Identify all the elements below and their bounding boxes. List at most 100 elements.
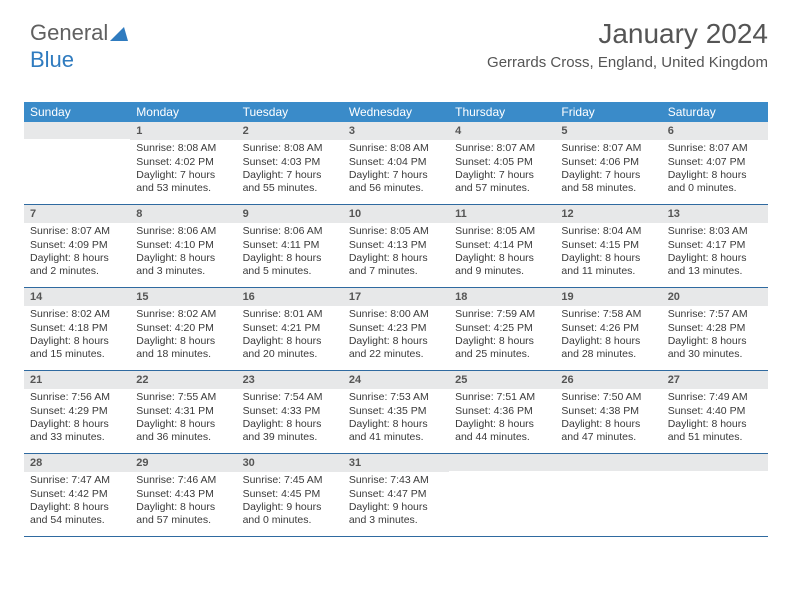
day-line-sr: Sunrise: 7:47 AM bbox=[30, 474, 124, 487]
day-body: Sunrise: 8:07 AMSunset: 4:07 PMDaylight:… bbox=[662, 140, 768, 202]
day-line-ss: Sunset: 4:15 PM bbox=[561, 239, 655, 252]
day-line-d1: Daylight: 8 hours bbox=[136, 418, 230, 431]
day-line-ss: Sunset: 4:38 PM bbox=[561, 405, 655, 418]
day-line-ss: Sunset: 4:28 PM bbox=[668, 322, 762, 335]
day-number: 3 bbox=[343, 122, 449, 140]
page-title: January 2024 bbox=[487, 18, 768, 50]
day-line-d1: Daylight: 8 hours bbox=[136, 252, 230, 265]
day-line-sr: Sunrise: 8:08 AM bbox=[349, 142, 443, 155]
day-line-d1: Daylight: 8 hours bbox=[455, 418, 549, 431]
day-number: 8 bbox=[130, 205, 236, 223]
day-line-d2: and 57 minutes. bbox=[455, 182, 549, 195]
day-line-sr: Sunrise: 7:43 AM bbox=[349, 474, 443, 487]
day-line-d2: and 55 minutes. bbox=[243, 182, 337, 195]
day-number: 18 bbox=[449, 288, 555, 306]
day-line-d1: Daylight: 8 hours bbox=[30, 252, 124, 265]
day-number: 2 bbox=[237, 122, 343, 140]
week-row: 21Sunrise: 7:56 AMSunset: 4:29 PMDayligh… bbox=[24, 371, 768, 454]
day-body: Sunrise: 7:43 AMSunset: 4:47 PMDaylight:… bbox=[343, 472, 449, 534]
logo-text-2: Blue bbox=[30, 47, 74, 72]
day-body: Sunrise: 8:08 AMSunset: 4:04 PMDaylight:… bbox=[343, 140, 449, 202]
day-line-d2: and 47 minutes. bbox=[561, 431, 655, 444]
day-cell: 11Sunrise: 8:05 AMSunset: 4:14 PMDayligh… bbox=[449, 205, 555, 287]
day-number: 13 bbox=[662, 205, 768, 223]
day-line-d2: and 39 minutes. bbox=[243, 431, 337, 444]
day-line-ss: Sunset: 4:21 PM bbox=[243, 322, 337, 335]
day-line-sr: Sunrise: 7:59 AM bbox=[455, 308, 549, 321]
day-cell: 16Sunrise: 8:01 AMSunset: 4:21 PMDayligh… bbox=[237, 288, 343, 370]
day-cell bbox=[24, 122, 130, 204]
day-line-d1: Daylight: 7 hours bbox=[455, 169, 549, 182]
day-line-ss: Sunset: 4:10 PM bbox=[136, 239, 230, 252]
logo-triangle-icon bbox=[110, 21, 128, 47]
day-line-sr: Sunrise: 7:51 AM bbox=[455, 391, 549, 404]
day-line-sr: Sunrise: 8:07 AM bbox=[455, 142, 549, 155]
day-number: 9 bbox=[237, 205, 343, 223]
day-line-d2: and 30 minutes. bbox=[668, 348, 762, 361]
day-number: 5 bbox=[555, 122, 661, 140]
day-line-ss: Sunset: 4:04 PM bbox=[349, 156, 443, 169]
day-line-sr: Sunrise: 8:02 AM bbox=[136, 308, 230, 321]
day-line-sr: Sunrise: 8:06 AM bbox=[243, 225, 337, 238]
day-number: 7 bbox=[24, 205, 130, 223]
day-body: Sunrise: 7:50 AMSunset: 4:38 PMDaylight:… bbox=[555, 389, 661, 451]
day-line-d1: Daylight: 8 hours bbox=[30, 418, 124, 431]
day-body bbox=[555, 471, 661, 479]
dow-header: Wednesday bbox=[343, 102, 449, 122]
day-line-d1: Daylight: 8 hours bbox=[243, 418, 337, 431]
dow-header-row: SundayMondayTuesdayWednesdayThursdayFrid… bbox=[24, 102, 768, 122]
day-line-sr: Sunrise: 8:05 AM bbox=[349, 225, 443, 238]
day-line-d1: Daylight: 8 hours bbox=[243, 252, 337, 265]
day-line-sr: Sunrise: 7:50 AM bbox=[561, 391, 655, 404]
day-line-sr: Sunrise: 7:54 AM bbox=[243, 391, 337, 404]
week-row: 14Sunrise: 8:02 AMSunset: 4:18 PMDayligh… bbox=[24, 288, 768, 371]
day-line-ss: Sunset: 4:35 PM bbox=[349, 405, 443, 418]
day-line-d1: Daylight: 8 hours bbox=[30, 335, 124, 348]
day-cell: 4 Sunrise: 8:07 AMSunset: 4:05 PMDaylight… bbox=[449, 122, 555, 204]
calendar-grid: SundayMondayTuesdayWednesdayThursdayFrid… bbox=[24, 102, 768, 537]
day-line-d1: Daylight: 8 hours bbox=[349, 335, 443, 348]
day-line-d1: Daylight: 8 hours bbox=[561, 335, 655, 348]
day-line-ss: Sunset: 4:33 PM bbox=[243, 405, 337, 418]
day-line-ss: Sunset: 4:06 PM bbox=[561, 156, 655, 169]
day-number: 12 bbox=[555, 205, 661, 223]
day-body: Sunrise: 8:08 AMSunset: 4:02 PMDaylight:… bbox=[130, 140, 236, 202]
day-number: 28 bbox=[24, 454, 130, 472]
day-cell: 26Sunrise: 7:50 AMSunset: 4:38 PMDayligh… bbox=[555, 371, 661, 453]
day-number: 14 bbox=[24, 288, 130, 306]
day-cell: 13Sunrise: 8:03 AMSunset: 4:17 PMDayligh… bbox=[662, 205, 768, 287]
day-line-d1: Daylight: 8 hours bbox=[243, 335, 337, 348]
day-cell: 12Sunrise: 8:04 AMSunset: 4:15 PMDayligh… bbox=[555, 205, 661, 287]
day-line-d1: Daylight: 9 hours bbox=[243, 501, 337, 514]
day-number: 4 bbox=[449, 122, 555, 140]
day-cell: 6Sunrise: 8:07 AMSunset: 4:07 PMDaylight… bbox=[662, 122, 768, 204]
day-number: 6 bbox=[662, 122, 768, 140]
day-cell bbox=[555, 454, 661, 536]
day-line-sr: Sunrise: 8:07 AM bbox=[30, 225, 124, 238]
day-body: Sunrise: 7:59 AMSunset: 4:25 PMDaylight:… bbox=[449, 306, 555, 368]
day-line-ss: Sunset: 4:42 PM bbox=[30, 488, 124, 501]
day-cell: 21Sunrise: 7:56 AMSunset: 4:29 PMDayligh… bbox=[24, 371, 130, 453]
day-cell: 14Sunrise: 8:02 AMSunset: 4:18 PMDayligh… bbox=[24, 288, 130, 370]
day-number: 30 bbox=[237, 454, 343, 472]
day-line-d2: and 25 minutes. bbox=[455, 348, 549, 361]
logo: General Blue bbox=[30, 20, 128, 73]
day-cell bbox=[662, 454, 768, 536]
day-line-sr: Sunrise: 8:00 AM bbox=[349, 308, 443, 321]
day-line-sr: Sunrise: 8:05 AM bbox=[455, 225, 549, 238]
day-cell: 8Sunrise: 8:06 AMSunset: 4:10 PMDaylight… bbox=[130, 205, 236, 287]
day-cell: 9Sunrise: 8:06 AMSunset: 4:11 PMDaylight… bbox=[237, 205, 343, 287]
week-row: 28 Sunrise: 7:47 AMSunset: 4:42 PM Dayligh… bbox=[24, 454, 768, 537]
dow-header: Saturday bbox=[662, 102, 768, 122]
day-line-d2: and 13 minutes. bbox=[668, 265, 762, 278]
day-number: 29 bbox=[130, 454, 236, 472]
day-line-d2: and 53 minutes. bbox=[136, 182, 230, 195]
day-cell: 25Sunrise: 7:51 AMSunset: 4:36 PMDayligh… bbox=[449, 371, 555, 453]
day-line-d1: Daylight: 8 hours bbox=[136, 501, 230, 514]
day-line-ss: Sunset: 4:05 PM bbox=[455, 156, 549, 169]
day-body: Sunrise: 8:02 AMSunset: 4:20 PMDaylight:… bbox=[130, 306, 236, 368]
day-number bbox=[449, 454, 555, 471]
day-line-ss: Sunset: 4:29 PM bbox=[30, 405, 124, 418]
day-cell: 23Sunrise: 7:54 AMSunset: 4:33 PMDayligh… bbox=[237, 371, 343, 453]
dow-header: Thursday bbox=[449, 102, 555, 122]
